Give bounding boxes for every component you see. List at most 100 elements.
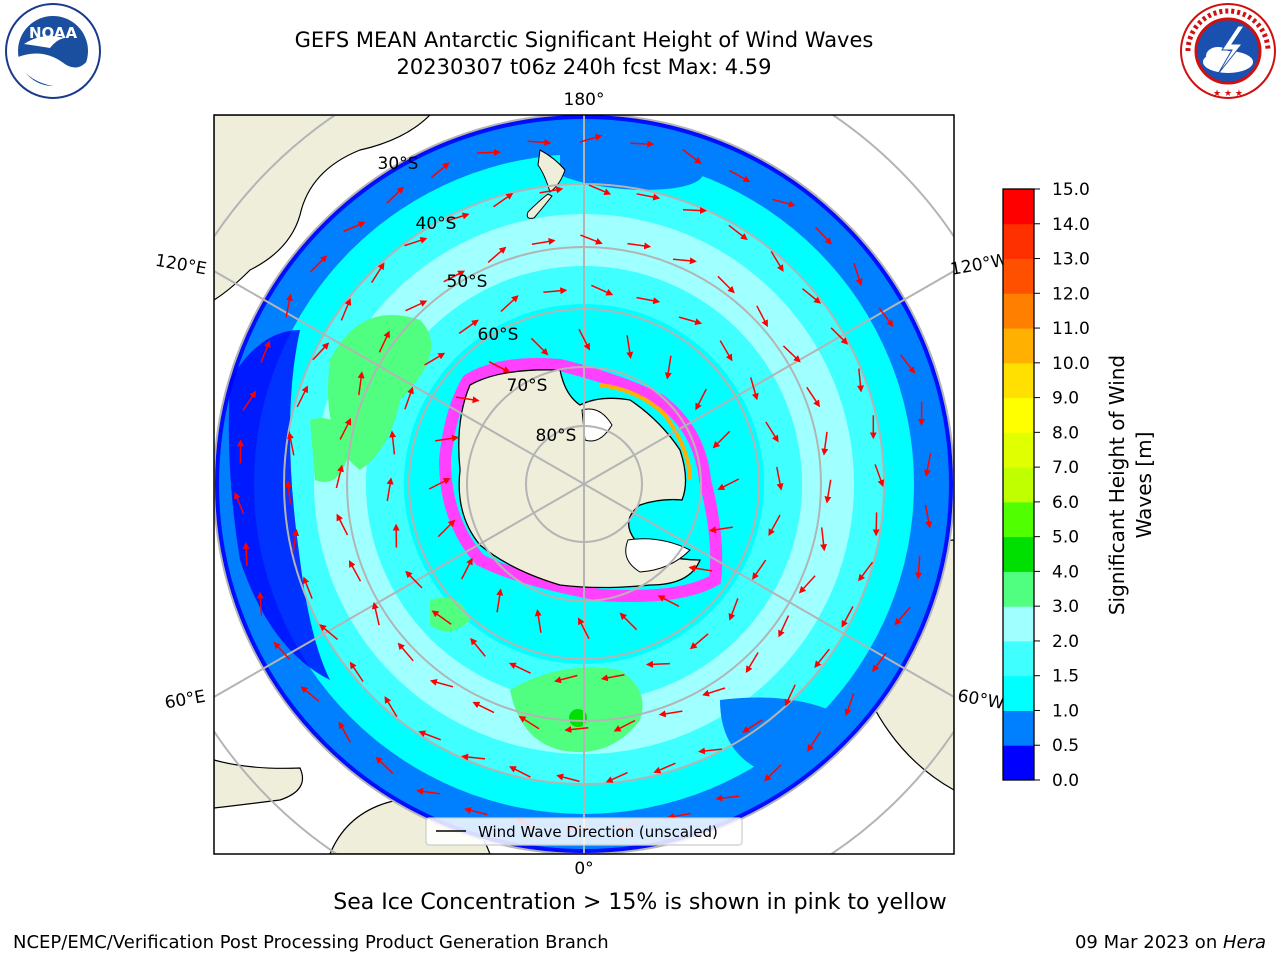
colorbar-segment [1003, 536, 1034, 572]
wind-wave-arrow [418, 730, 442, 741]
colorbar-segment [1003, 362, 1034, 399]
wind-wave-arrow [776, 466, 784, 491]
wind-wave-arrow [340, 298, 352, 321]
colorbar-tick-label: 11.0 [1052, 319, 1090, 339]
map-frame [213, 114, 955, 855]
colorbar-segment [1003, 293, 1034, 329]
wind-wave-arrow [416, 787, 441, 795]
wind-wave-arrow [600, 674, 625, 682]
wind-wave-arrow [435, 434, 459, 442]
wind-wave-arrow [343, 221, 366, 233]
svg-text:★ ★ ★: ★ ★ ★ [1213, 89, 1243, 99]
wind-wave-arrow [335, 464, 344, 489]
wind-wave-arrow [429, 678, 454, 688]
wind-wave-arrow [658, 710, 683, 718]
wind-wave-arrow [844, 693, 855, 716]
lat-label-70s: 70°S [507, 376, 548, 396]
noaa-logo-text: NOAA [29, 24, 78, 42]
wind-wave-arrow [458, 319, 479, 335]
wind-wave-arrow [554, 674, 578, 684]
colorbar-segment [1003, 328, 1034, 364]
colorbar-tick-label: 7.0 [1052, 458, 1079, 478]
wind-wave-arrow [580, 234, 603, 245]
wind-wave-arrow [752, 559, 767, 580]
chart-title: GEFS MEAN Antarctic Significant Height o… [294, 28, 874, 52]
wind-wave-arrow [579, 133, 603, 143]
colorbar-segment [1003, 675, 1034, 711]
colorbar-tick-label: 14.0 [1052, 215, 1090, 235]
wind-wave-arrow [371, 601, 380, 626]
wind-wave-arrow [806, 386, 821, 408]
wind-wave-arrow [461, 557, 473, 580]
colorbar: 0.0 0.5 1.0 1.5 2.0 3.0 4.0 5.0 6.0 7.0 8.0 9.0 10.0… [1003, 180, 1090, 791]
wind-wave-arrow [539, 186, 564, 194]
wind-wave-arrow [543, 287, 568, 295]
wind-wave-arrow [664, 355, 672, 380]
wind-wave-arrow [636, 193, 661, 201]
wind-wave-arrow [424, 352, 446, 366]
colorbar-tick-label: 9.0 [1052, 389, 1079, 409]
wind-wave-arrow [357, 371, 365, 396]
wind-wave-arrow [728, 598, 739, 621]
lon-label-0: 0° [574, 859, 593, 879]
colorbar-tick-label: 0.5 [1052, 736, 1079, 756]
wind-wave-arrow [461, 753, 486, 761]
colorbar-segment [1003, 710, 1034, 746]
colorbar-frame [1002, 188, 1035, 781]
wind-wave-arrow [728, 224, 748, 241]
colorbar-tick-label: 13.0 [1052, 250, 1090, 270]
wind-wave-arrow [900, 354, 916, 374]
wind-wave-arrow [386, 186, 404, 204]
wind-wave-arrow [564, 726, 589, 733]
lon-label-60w: 60°W [956, 686, 1006, 714]
wind-wave-arrow [678, 316, 703, 326]
footer-credit: NCEP/EMC/Verification Post Processing Pr… [13, 932, 609, 953]
lat-label-60s: 60°S [478, 325, 519, 345]
wind-wave-arrow [527, 138, 552, 146]
wind-wave-arrow [518, 715, 540, 730]
colorbar-tick-label: 12.0 [1052, 284, 1090, 304]
noaa-logo: NOAA [2, 2, 104, 104]
wind-wave-arrow [712, 430, 731, 449]
wind-wave-arrow [348, 560, 362, 582]
wind-wave-arrow [556, 773, 580, 783]
colorbar-tick-label: 15.0 [1052, 180, 1090, 200]
lat-label-40s: 40°S [416, 214, 457, 234]
wind-wave-arrow [260, 340, 271, 363]
wind-wave-arrow [872, 652, 887, 673]
colorbar-tick-label: 1.5 [1052, 667, 1079, 687]
wind-wave-arrow [619, 612, 638, 631]
wind-wave-arrow [894, 606, 911, 626]
wind-wave-arrow [296, 385, 308, 408]
footer-date: 09 Mar 2023 on Hera [1075, 932, 1266, 953]
wind-wave-arrow [605, 771, 628, 783]
wind-wave-arrow [778, 615, 790, 638]
colorbar-tick-label: 0.0 [1052, 771, 1079, 791]
wind-wave-arrow [878, 307, 894, 327]
colorbar-tick-label: 8.0 [1052, 423, 1079, 443]
wind-wave-arrow [764, 764, 782, 782]
colorbar-tick-label: 10.0 [1052, 354, 1090, 374]
wind-wave-arrow [729, 169, 751, 183]
wind-wave-arrow [428, 478, 451, 490]
wind-wave-arrow [695, 388, 707, 411]
wind-wave-arrow [256, 591, 264, 616]
wind-wave-arrow [534, 609, 542, 633]
legend-label: Wind Wave Direction (unscaled) [478, 823, 718, 841]
wind-wave-arrow [915, 555, 923, 580]
wind-wave-arrow [872, 512, 880, 537]
wind-wave-arrow [405, 570, 423, 589]
wind-wave-arrow [285, 293, 293, 318]
wind-wave-arrow [858, 561, 874, 582]
wind-wave-arrow [493, 192, 514, 208]
wind-wave-arrow [405, 300, 428, 312]
wind-wave-arrow [470, 637, 486, 657]
wind-wave-arrow [397, 642, 414, 662]
wind-wave-arrow [702, 687, 726, 697]
map-area [214, 115, 954, 854]
wind-wave-arrow [338, 721, 352, 743]
footer-host: Hera [1222, 932, 1266, 953]
wind-wave-arrow [389, 430, 397, 455]
wind-wave-arrow [626, 335, 634, 359]
wind-wave-arrow [841, 606, 854, 628]
